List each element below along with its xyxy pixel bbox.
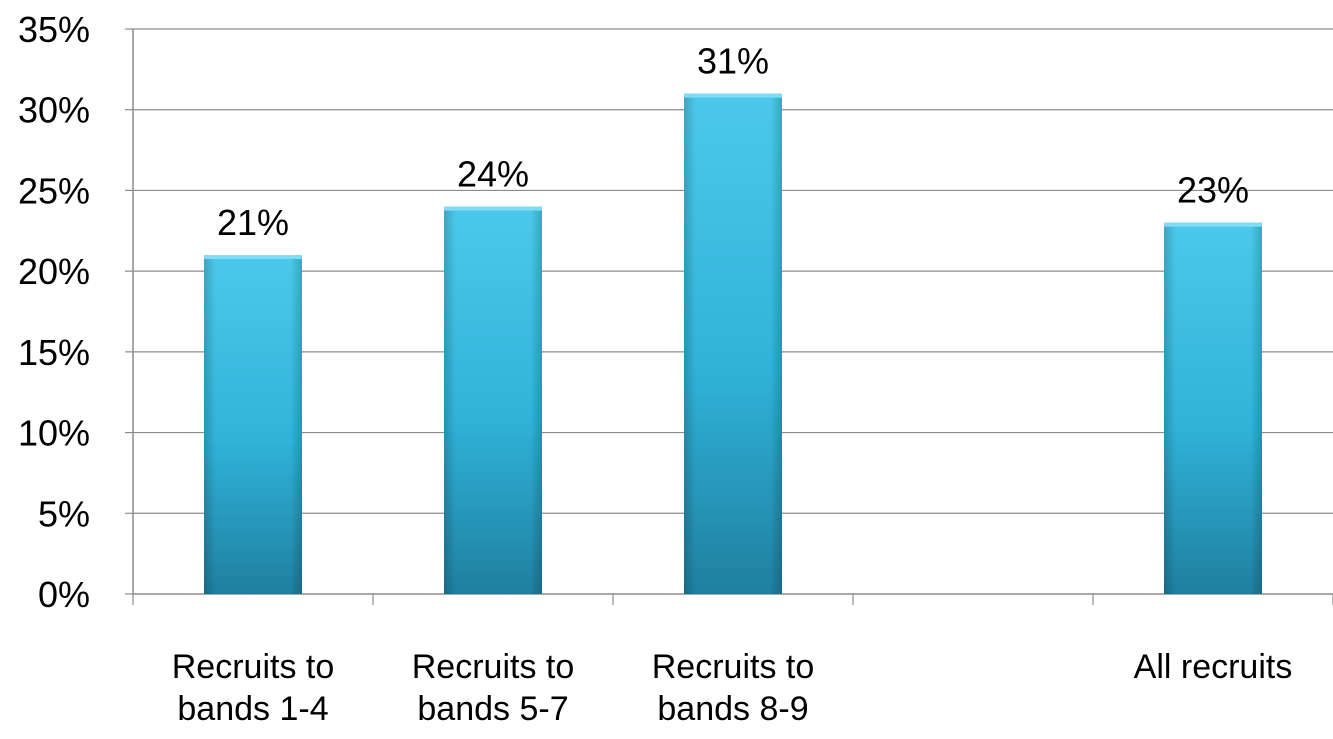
y-tick-label: 30% bbox=[18, 90, 90, 131]
y-tick-label: 35% bbox=[18, 9, 90, 50]
y-tick-label: 0% bbox=[38, 574, 90, 615]
y-tick-label: 15% bbox=[18, 332, 90, 373]
y-tick-label: 25% bbox=[18, 170, 90, 211]
data-label: 31% bbox=[697, 41, 769, 82]
data-label: 21% bbox=[217, 202, 289, 243]
bar-shading bbox=[684, 93, 782, 595]
y-tick-label: 20% bbox=[18, 251, 90, 292]
x-category-label: Recruits to bbox=[652, 648, 815, 686]
y-tick-label: 10% bbox=[18, 413, 90, 454]
bar-shading bbox=[204, 255, 302, 594]
bar-cap bbox=[684, 93, 782, 98]
bar-shading bbox=[1164, 222, 1262, 594]
x-category-label: All recruits bbox=[1134, 648, 1293, 686]
labels: 0% 5% 10% 15% 20% 25% 30% 35% 21% Recruits to band… bbox=[18, 9, 1292, 728]
bars bbox=[204, 93, 1262, 595]
y-tick-label: 5% bbox=[38, 493, 90, 534]
data-label: 23% bbox=[1177, 170, 1249, 211]
bar-cap bbox=[1164, 222, 1262, 227]
bar-cap bbox=[204, 255, 302, 259]
x-category-label: Recruits to bbox=[412, 648, 575, 686]
bar-cap bbox=[444, 206, 542, 211]
bar-shading bbox=[444, 206, 542, 595]
x-category-label: bands 1-4 bbox=[177, 690, 328, 728]
x-category-label: bands 8-9 bbox=[657, 690, 808, 728]
data-label: 24% bbox=[457, 154, 529, 195]
x-category-label: Recruits to bbox=[172, 648, 335, 686]
x-category-label: bands 5-7 bbox=[417, 690, 568, 728]
